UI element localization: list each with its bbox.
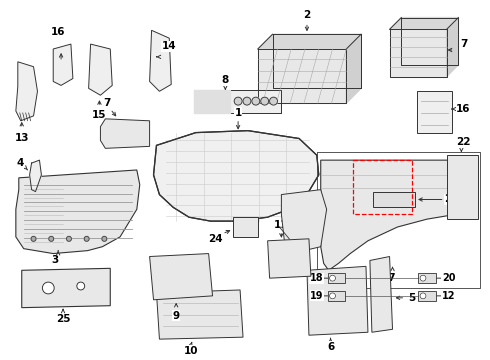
Text: 12: 12 [442, 291, 455, 301]
Polygon shape [346, 34, 361, 103]
Circle shape [420, 293, 426, 299]
Text: 19: 19 [310, 291, 323, 301]
Text: 21: 21 [444, 194, 459, 204]
Polygon shape [153, 131, 319, 221]
Text: 2: 2 [303, 10, 311, 19]
Polygon shape [268, 239, 311, 278]
Text: 20: 20 [442, 273, 455, 283]
Polygon shape [328, 273, 345, 283]
Polygon shape [446, 155, 478, 219]
Circle shape [31, 237, 36, 241]
Polygon shape [16, 62, 37, 121]
Text: 17: 17 [382, 273, 397, 283]
Text: 25: 25 [56, 315, 70, 324]
Polygon shape [149, 30, 171, 91]
Text: 8: 8 [221, 76, 229, 85]
Text: 7: 7 [461, 39, 468, 49]
Text: 9: 9 [172, 311, 180, 320]
Text: 1: 1 [235, 108, 242, 118]
Text: 16: 16 [51, 27, 65, 37]
Circle shape [243, 97, 251, 105]
Circle shape [49, 237, 54, 241]
Text: 3: 3 [51, 256, 59, 265]
Polygon shape [390, 18, 459, 29]
Polygon shape [417, 91, 452, 132]
Text: 13: 13 [15, 132, 29, 143]
Text: 11: 11 [274, 220, 289, 230]
Polygon shape [258, 49, 346, 103]
Circle shape [234, 97, 242, 105]
Circle shape [102, 237, 107, 241]
Polygon shape [328, 291, 345, 301]
Circle shape [84, 237, 89, 241]
Text: 15: 15 [92, 110, 107, 120]
Circle shape [77, 282, 85, 290]
Polygon shape [370, 257, 392, 332]
Circle shape [261, 97, 269, 105]
Text: 6: 6 [327, 342, 334, 352]
Polygon shape [373, 192, 415, 207]
Text: 16: 16 [456, 104, 470, 114]
Polygon shape [233, 217, 258, 237]
Polygon shape [307, 266, 368, 335]
Polygon shape [53, 44, 73, 85]
Polygon shape [418, 291, 436, 301]
Circle shape [67, 237, 72, 241]
Text: 14: 14 [162, 41, 176, 51]
Circle shape [330, 275, 336, 281]
Polygon shape [321, 160, 474, 270]
Text: 24: 24 [208, 234, 223, 244]
Polygon shape [194, 90, 230, 113]
Text: 18: 18 [310, 273, 323, 283]
Polygon shape [194, 90, 281, 113]
Polygon shape [29, 160, 42, 192]
Polygon shape [281, 190, 327, 251]
Text: 5: 5 [409, 293, 416, 303]
Text: 7: 7 [103, 98, 111, 108]
Polygon shape [390, 29, 446, 77]
Circle shape [330, 293, 336, 299]
Text: 4: 4 [16, 158, 24, 168]
Text: 23: 23 [300, 224, 314, 234]
Polygon shape [89, 44, 112, 95]
Polygon shape [16, 170, 140, 253]
Circle shape [420, 275, 426, 281]
Circle shape [270, 97, 277, 105]
Polygon shape [100, 119, 149, 148]
Circle shape [43, 282, 54, 294]
Polygon shape [258, 34, 361, 49]
Polygon shape [156, 290, 243, 339]
Polygon shape [22, 268, 110, 308]
Polygon shape [149, 253, 213, 300]
Polygon shape [418, 273, 436, 283]
Text: 10: 10 [184, 346, 198, 356]
Text: 22: 22 [456, 138, 470, 148]
Circle shape [252, 97, 260, 105]
Polygon shape [446, 18, 459, 77]
